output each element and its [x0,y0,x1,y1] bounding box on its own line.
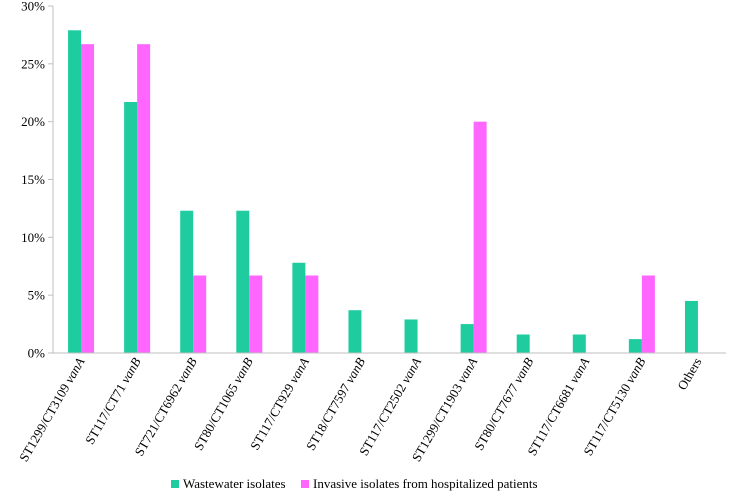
bar-series1-9 [516,334,530,353]
y-axis: 0% 5% 10% 15% 20% 25% 30% [21,0,54,361]
x-tick-label-base: Others [674,355,704,393]
x-tick-label-base: ST1299/CT1903 [409,378,467,464]
x-tick-label: ST80/CT7677 vanB [471,355,536,453]
x-tick-label: ST80/CT1065 vanB [191,355,256,453]
y-tick-label: 15% [21,172,45,187]
x-tick-label-gene: vanB [342,355,368,386]
bar-series1-7 [404,319,418,353]
x-tick-label: ST117/CT5130 vanB [580,355,648,458]
x-tick-label-gene: vanA [566,355,592,386]
bar-series2-11 [641,275,655,353]
y-tick-label: 20% [21,114,45,129]
x-tick-label-gene: vanB [117,355,143,386]
y-tick-label: 25% [21,56,45,71]
bar-series2-4 [249,275,263,353]
x-tick-label-base: ST117/CT929 [247,378,299,452]
bar-series2-1 [81,44,95,354]
bar-series2-3 [193,275,207,353]
bar-series1-10 [572,334,586,353]
x-tick-label-base: ST721/CT6962 [131,378,186,458]
y-tick-label: 0% [28,346,46,361]
bars [68,30,698,354]
x-tick-label-base: ST18/CT7597 [303,378,355,453]
legend: Wastewater isolates Invasive isolates fro… [171,476,538,491]
x-tick-label-base: ST117/CT5130 [580,378,635,458]
x-tick-label-gene: vanB [510,355,536,386]
bar-series1-1 [68,30,82,353]
x-tick-label: ST721/CT6962 vanB [131,355,199,459]
bar-series2-2 [137,44,151,354]
x-tick-label-base: ST117/CT6681 [524,378,579,458]
bar-series1-2 [124,102,138,354]
x-tick-label: Others [674,355,704,393]
x-tick-label: ST117/CT929 vanA [247,355,312,453]
x-tick-label-gene: vanB [173,355,199,386]
x-tick-label: ST1299/CT3109 vanA [16,355,88,464]
legend-label-1: Wastewater isolates [183,476,286,491]
x-tick-label: ST18/CT7597 vanB [303,355,368,453]
x-tick-label-base: ST1299/CT3109 [16,378,74,464]
legend-swatch-1 [171,480,179,488]
bar-series1-12 [684,300,698,353]
bar-series1-11 [628,339,642,353]
x-tick-label-gene: vanA [61,355,87,386]
x-tick-label-base: ST80/CT7677 [471,378,523,453]
y-tick-label: 5% [28,288,46,303]
x-tick-label: ST1299/CT1903 vanA [409,355,481,464]
x-tick-label-gene: vanA [454,355,480,386]
bar-series2-5 [305,275,319,353]
bar-series1-5 [292,262,306,353]
x-tick-label: ST117/CT71 vanB [82,355,144,447]
y-tick-label: 10% [21,230,45,245]
x-tick-label: ST117/CT2502 vanA [356,355,424,458]
bar-series1-8 [460,324,474,353]
x-tick-label: ST117/CT6681 vanA [524,355,592,458]
x-tick-label-gene: vanB [230,355,256,386]
x-tick-label-base: ST117/CT2502 [356,378,411,458]
bar-series1-4 [236,210,250,353]
bar-series1-6 [348,310,362,353]
x-tick-label-base: ST80/CT1065 [191,378,243,453]
bar-series2-8 [473,121,487,354]
legend-swatch-2 [301,480,309,488]
legend-label-2: Invasive isolates from hospitalized pati… [313,476,538,491]
x-tick-label-gene: vanB [622,355,648,386]
y-tick-label: 30% [21,0,45,14]
x-tick-label-base: ST117/CT71 [82,378,130,447]
bar-series1-3 [180,210,194,353]
x-tick-label-gene: vanA [286,355,312,386]
x-tick-label-gene: vanA [398,355,424,386]
